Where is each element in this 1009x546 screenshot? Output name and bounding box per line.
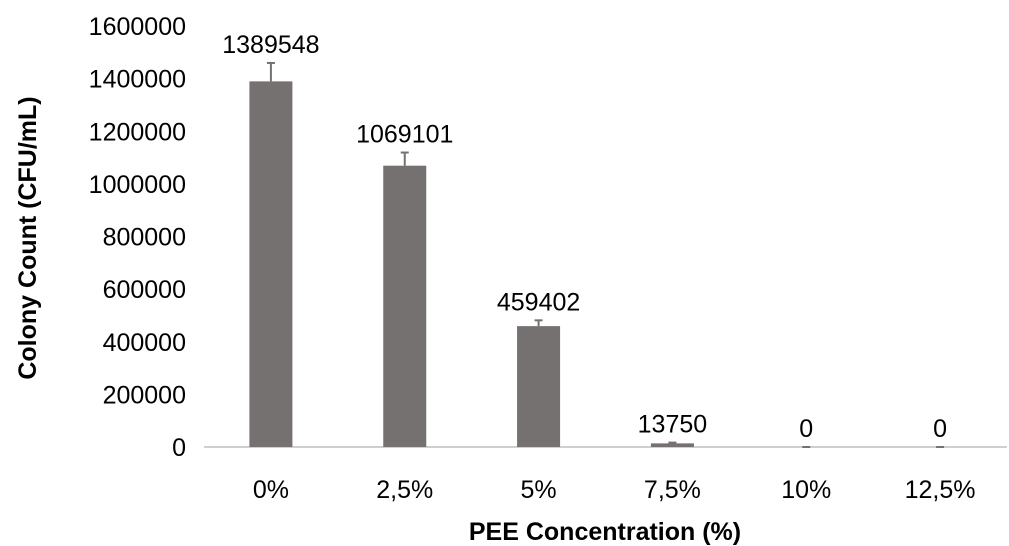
- x-axis-ticks: 0% 2,5% 5% 7,5% 10% 12,5%: [253, 476, 976, 504]
- error-bar: [668, 441, 677, 444]
- data-label: 459402: [497, 288, 580, 316]
- error-bar: [266, 61, 275, 82]
- bar: [249, 81, 293, 447]
- y-tick-label: 200000: [103, 381, 186, 409]
- y-tick-label: 1400000: [89, 66, 186, 94]
- bar: [517, 326, 561, 447]
- x-tick-label: 2,5%: [376, 476, 433, 504]
- y-axis-ticks: 0 200000 400000 600000 800000 1000000 1200000 1…: [89, 13, 186, 462]
- x-axis-title: PEE Concentration (%): [469, 518, 741, 546]
- bars: [249, 81, 694, 447]
- x-tick-label: 10%: [781, 476, 831, 504]
- data-label: 0: [799, 415, 813, 443]
- y-tick-label: 600000: [103, 276, 186, 304]
- y-tick-label: 1200000: [89, 118, 186, 146]
- y-tick-label: 800000: [103, 224, 186, 252]
- data-label: 13750: [638, 411, 708, 439]
- x-tick-label: 12,5%: [905, 476, 976, 504]
- error-bar: [400, 151, 409, 166]
- data-labels: 1389548 1069101 459402 13750 0 0: [222, 31, 947, 443]
- y-tick-label: 400000: [103, 329, 186, 357]
- data-label: 1069101: [356, 121, 453, 149]
- x-tick-label: 5%: [521, 476, 557, 504]
- y-axis-title: Colony Count (CFU/mL): [14, 96, 42, 379]
- error-bar: [534, 319, 543, 327]
- data-label: 0: [933, 415, 947, 443]
- bar: [650, 443, 694, 447]
- data-label: 1389548: [222, 31, 319, 59]
- x-tick-label: 0%: [253, 476, 289, 504]
- y-tick-label: 0: [172, 434, 186, 462]
- y-tick-label: 1600000: [89, 13, 186, 41]
- x-tick-label: 7,5%: [644, 476, 701, 504]
- error-bars: [266, 61, 945, 448]
- y-tick-label: 1000000: [89, 171, 186, 199]
- bar: [383, 165, 427, 447]
